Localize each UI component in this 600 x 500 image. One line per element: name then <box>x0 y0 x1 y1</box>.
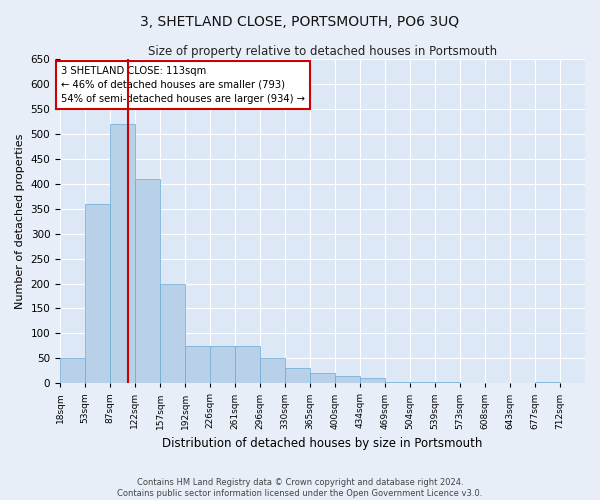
Bar <box>160 284 185 384</box>
Bar <box>185 346 211 384</box>
Bar <box>359 378 385 384</box>
Title: Size of property relative to detached houses in Portsmouth: Size of property relative to detached ho… <box>148 45 497 58</box>
Text: 3, SHETLAND CLOSE, PORTSMOUTH, PO6 3UQ: 3, SHETLAND CLOSE, PORTSMOUTH, PO6 3UQ <box>140 15 460 29</box>
Bar <box>285 368 310 384</box>
Bar <box>135 179 160 384</box>
Bar <box>410 382 435 384</box>
Y-axis label: Number of detached properties: Number of detached properties <box>15 134 25 309</box>
Bar <box>335 376 361 384</box>
Bar <box>260 358 286 384</box>
Bar <box>310 374 335 384</box>
Bar <box>60 358 85 384</box>
Bar <box>435 382 460 384</box>
Bar <box>535 382 560 384</box>
Bar <box>210 346 235 384</box>
Bar <box>110 124 135 384</box>
Text: Contains HM Land Registry data © Crown copyright and database right 2024.
Contai: Contains HM Land Registry data © Crown c… <box>118 478 482 498</box>
Bar <box>385 382 410 384</box>
Bar <box>85 204 110 384</box>
Bar <box>235 346 260 384</box>
Text: 3 SHETLAND CLOSE: 113sqm
← 46% of detached houses are smaller (793)
54% of semi-: 3 SHETLAND CLOSE: 113sqm ← 46% of detach… <box>61 66 305 104</box>
X-axis label: Distribution of detached houses by size in Portsmouth: Distribution of detached houses by size … <box>163 437 483 450</box>
